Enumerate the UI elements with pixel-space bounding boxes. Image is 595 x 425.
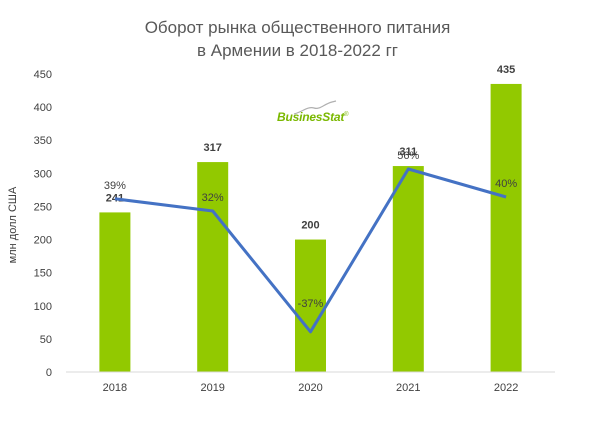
- growth-rate-label: 39%: [104, 180, 126, 192]
- bar-value-label: 200: [301, 220, 319, 232]
- bar-value-label: 435: [497, 64, 515, 76]
- x-tick-label: 2022: [494, 382, 518, 394]
- businesstat-logo: BusinesStat®: [277, 110, 349, 124]
- y-tick-label: 100: [34, 301, 52, 313]
- bar-2022: [490, 83, 522, 372]
- bar-2020: [295, 239, 326, 372]
- bar-value-label: 317: [204, 142, 222, 154]
- logo-swoosh-icon: [293, 100, 337, 115]
- x-tick-label: 2019: [200, 382, 224, 394]
- y-tick-label: 0: [46, 367, 52, 379]
- y-tick-label: 350: [34, 135, 52, 147]
- logo-registered-mark: ®: [344, 112, 349, 118]
- y-tick-label: 250: [34, 201, 52, 213]
- x-tick-label: 2020: [298, 382, 322, 394]
- bar-2021: [392, 166, 424, 372]
- bar-2019: [197, 162, 229, 372]
- growth-rate-label: -37%: [298, 298, 324, 310]
- chart-title-line1: Оборот рынка общественного питания: [144, 18, 451, 37]
- bar-2018: [99, 212, 131, 372]
- y-tick-label: 50: [40, 334, 52, 346]
- logo-text-b: Stat: [322, 110, 345, 124]
- y-tick-label: 200: [34, 235, 52, 247]
- x-tick-label: 2021: [396, 382, 420, 394]
- bar-value-label: 241: [106, 192, 124, 204]
- growth-rate-label: 32%: [202, 192, 224, 204]
- chart-title-line2: в Армении в 2018-2022 гг: [197, 41, 398, 60]
- logo-text-a: Busines: [277, 110, 323, 124]
- growth-rate-label: 40%: [495, 178, 517, 190]
- growth-rate-label: 56%: [397, 150, 419, 162]
- y-tick-label: 150: [34, 268, 52, 280]
- growth-rate-line: [114, 167, 507, 334]
- bar-value-label: 311: [399, 146, 417, 158]
- y-tick-label: 400: [34, 102, 52, 114]
- y-tick-label: 450: [34, 69, 52, 81]
- x-tick-label: 2018: [103, 382, 127, 394]
- y-tick-label: 300: [34, 168, 52, 180]
